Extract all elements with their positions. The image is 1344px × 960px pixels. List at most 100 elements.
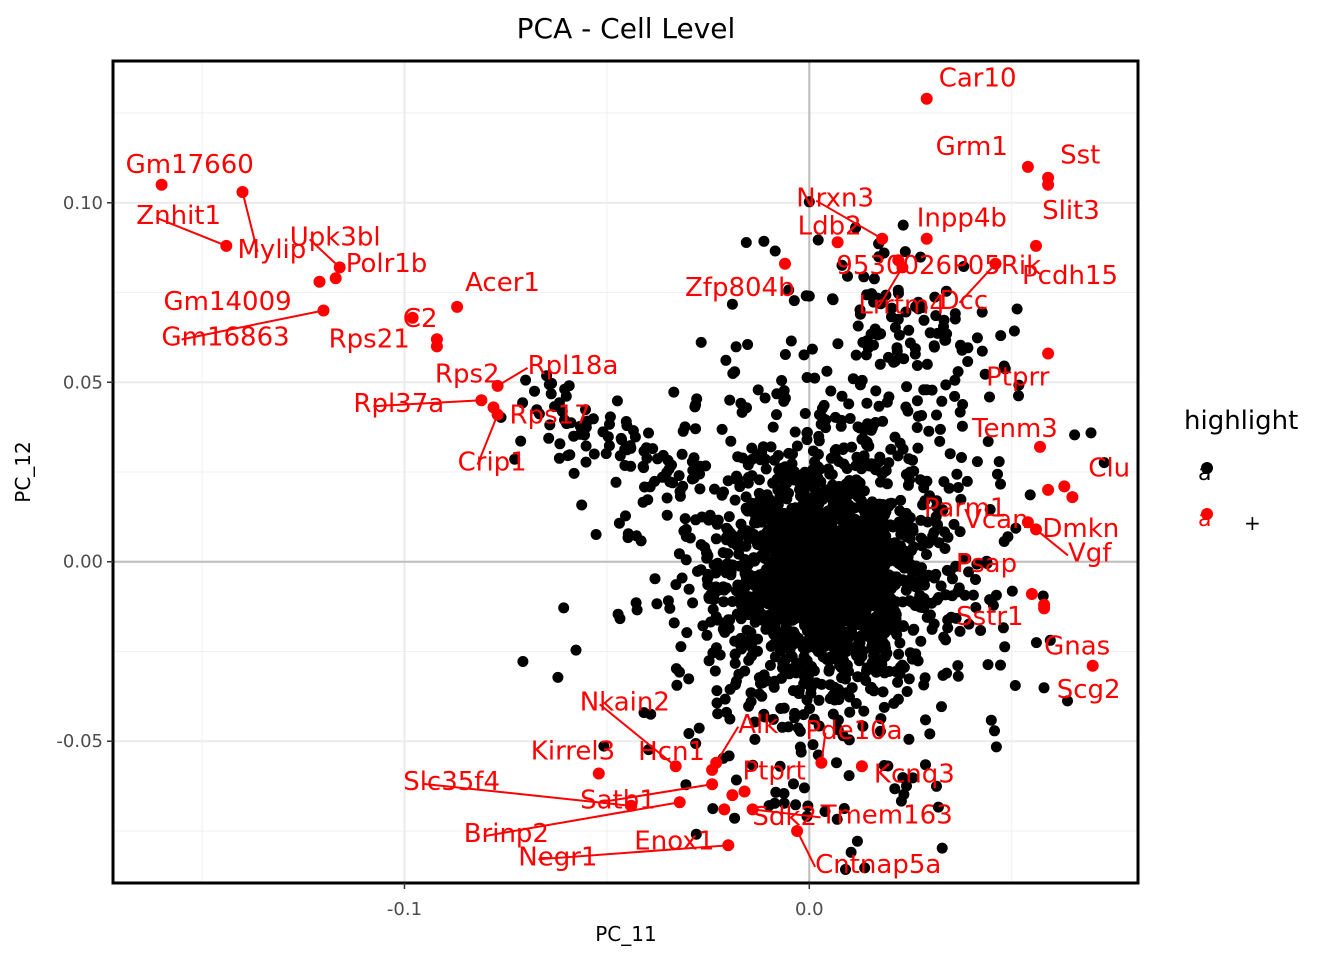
cell-point [827, 294, 839, 306]
cell-point [717, 547, 729, 559]
highlight-point [1086, 659, 1099, 672]
cell-point [811, 571, 823, 583]
cell-point [720, 534, 732, 546]
cell-point [950, 560, 962, 572]
cell-point [819, 580, 831, 592]
cell-point [690, 738, 702, 749]
cell-point [830, 444, 842, 455]
cell-point [794, 502, 806, 514]
cell-point [712, 708, 724, 720]
cell-point [954, 526, 966, 538]
cell-point [638, 445, 650, 457]
cell-point [766, 531, 778, 542]
cell-point [847, 373, 859, 385]
cell-point [686, 456, 698, 468]
cell-point [837, 730, 849, 742]
cell-point [757, 535, 769, 547]
cell-point [676, 448, 688, 460]
cell-point [813, 694, 825, 706]
cell-point [995, 478, 1006, 490]
gene-label: Znhit1 [136, 201, 221, 231]
gene-label: Sst [1060, 141, 1100, 171]
cell-point [868, 685, 880, 697]
cell-point [553, 452, 565, 464]
cell-point [730, 585, 742, 597]
cell-point [863, 590, 875, 602]
cell-point [893, 329, 905, 341]
cell-point [834, 559, 846, 571]
cell-point [1085, 427, 1097, 439]
cell-point [837, 615, 849, 627]
cell-point [745, 696, 757, 708]
cell-point [751, 450, 763, 462]
cell-point [771, 609, 782, 621]
highlight-point [718, 803, 731, 816]
cell-point [758, 669, 770, 681]
cell-point [995, 330, 1007, 342]
gene-label: Inpp4b [917, 204, 1007, 234]
cell-point [909, 343, 921, 355]
cell-point [677, 425, 689, 437]
cell-point [783, 447, 795, 459]
highlight-point [475, 394, 488, 407]
cell-point [714, 649, 726, 661]
cell-point [897, 219, 909, 231]
gene-label: Sdk2 [752, 802, 817, 832]
cell-point [749, 716, 761, 728]
cell-point [971, 558, 983, 570]
cell-point [758, 235, 770, 247]
cell-point [921, 549, 932, 560]
cell-point [795, 746, 807, 758]
cell-point [945, 611, 957, 623]
highlight-point [317, 304, 330, 317]
cell-point [932, 519, 943, 531]
cell-point [517, 656, 529, 667]
cell-point [877, 686, 889, 698]
cell-point [725, 435, 737, 447]
cell-point [924, 327, 936, 339]
cell-point [780, 621, 792, 633]
cell-point [809, 456, 821, 468]
cell-point [975, 625, 987, 636]
cell-point [902, 405, 914, 417]
cell-point [931, 409, 942, 421]
cell-point [785, 335, 797, 347]
cell-point [963, 618, 975, 630]
gene-label: Slit3 [1042, 196, 1100, 226]
cell-point [769, 675, 781, 687]
gene-label: Negr1 [518, 842, 597, 872]
cell-point [604, 411, 616, 423]
cell-point [915, 251, 926, 263]
cell-point [613, 517, 625, 529]
cell-point [845, 517, 857, 529]
cell-point [1006, 585, 1018, 597]
cell-point [830, 488, 842, 500]
highlight-point [1021, 160, 1034, 173]
cell-point [903, 324, 915, 336]
cell-point [921, 358, 933, 370]
cell-point [614, 613, 626, 625]
cell-point [851, 835, 863, 847]
cell-point [982, 436, 994, 447]
cell-point [649, 573, 661, 585]
cell-point [901, 686, 913, 697]
cell-point [953, 582, 965, 594]
cell-point [749, 555, 761, 567]
cell-point [568, 467, 580, 479]
cell-point [741, 402, 752, 414]
gene-label: Nkain2 [580, 687, 670, 717]
cell-point [787, 598, 799, 610]
cell-point [894, 637, 906, 649]
cell-point [549, 401, 560, 413]
y-axis-title: PC_12 [11, 441, 35, 502]
cell-point [854, 379, 866, 391]
cell-point [767, 557, 779, 569]
cell-point [1044, 634, 1056, 646]
cell-point [967, 589, 979, 601]
cell-point [776, 565, 788, 577]
highlight-point [722, 839, 735, 852]
gene-label: Acer1 [465, 268, 540, 298]
cell-point [867, 636, 878, 648]
cell-point [638, 707, 650, 719]
label-leader-line [958, 263, 997, 304]
